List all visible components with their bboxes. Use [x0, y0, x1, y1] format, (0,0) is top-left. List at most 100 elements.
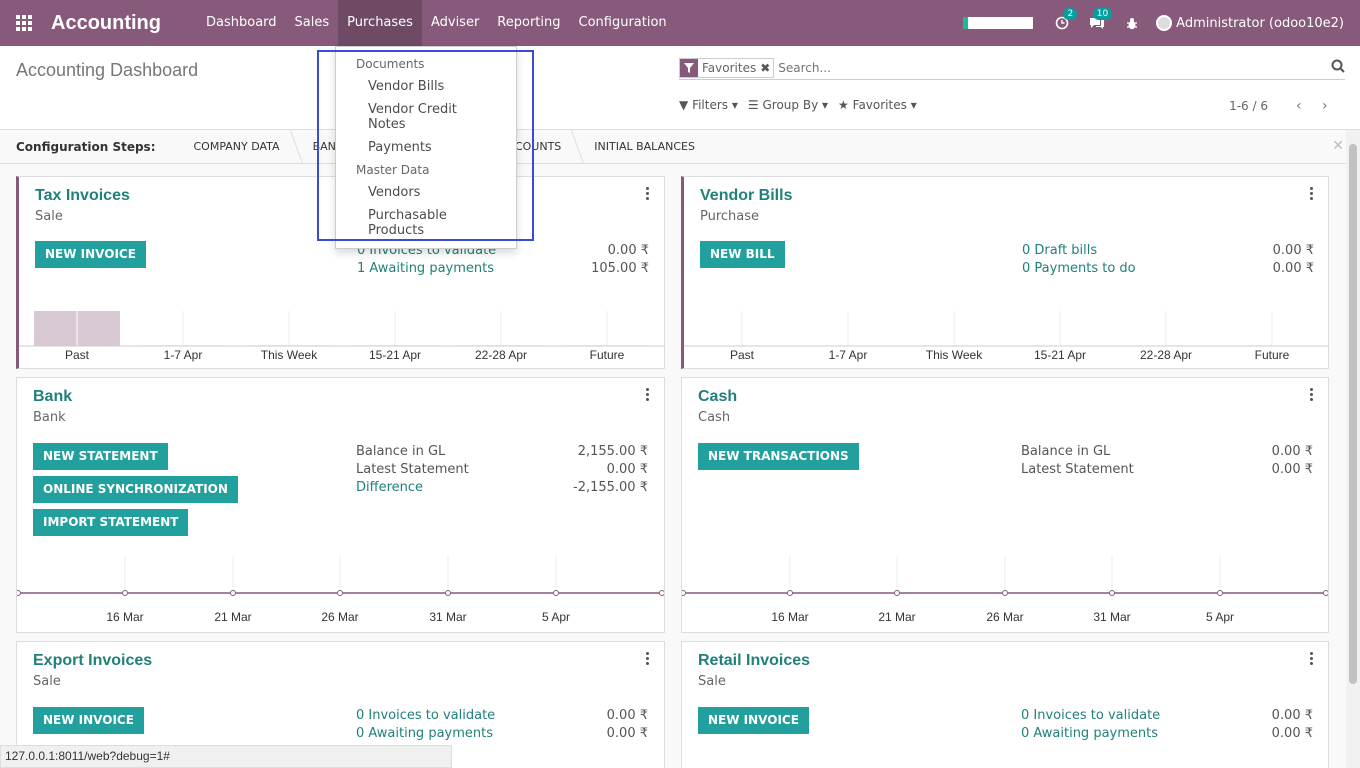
bar-label: 1-7 Apr	[829, 348, 868, 362]
menu-configuration[interactable]: Configuration	[578, 15, 667, 30]
kebab-menu-icon[interactable]	[646, 187, 650, 200]
menu-item-vendors[interactable]: Vendors	[368, 185, 421, 200]
menu-item-vendor-bills[interactable]: Vendor Bills	[368, 79, 445, 94]
scrollbar[interactable]	[1346, 130, 1360, 768]
journal-title[interactable]: Export Invoices	[33, 652, 153, 669]
group-by-dropdown[interactable]: ☰ Group By ▾	[747, 98, 829, 112]
pager-value[interactable]: 1-6 / 6	[1229, 99, 1268, 113]
new-invoice-button[interactable]: NEW INVOICE	[698, 707, 809, 734]
stat-row: 0 Invoices to validate 0.00 ₹	[1021, 708, 1313, 723]
date-label: 5 Apr	[542, 610, 570, 624]
journal-title[interactable]: Vendor Bills	[700, 187, 793, 204]
journal-title[interactable]: Tax Invoices	[35, 187, 130, 204]
stat-row: Balance in GL 0.00 ₹	[1021, 444, 1313, 459]
stat-row: 0 Payments to do 0.00 ₹	[1022, 261, 1314, 276]
menu-item-vendor-credit-notes[interactable]: Vendor Credit Notes	[368, 102, 457, 132]
kebab-menu-icon[interactable]	[646, 652, 650, 665]
stat-row: Difference -2,155.00 ₹	[356, 480, 648, 495]
bar-label: This Week	[261, 348, 318, 362]
line-chart: 16 Mar 21 Mar 26 Mar 31 Mar 5 Apr	[682, 554, 1328, 632]
stat-link[interactable]: Difference	[356, 480, 424, 495]
debug-bug-icon[interactable]	[1121, 12, 1143, 34]
bar-label: Future	[1255, 348, 1290, 362]
menu-reporting[interactable]: Reporting	[497, 15, 561, 30]
stat-value: 0.00 ₹	[1272, 243, 1314, 258]
user-menu[interactable]: Administrator (odoo10e2)	[1156, 15, 1344, 31]
list-icon: ☰	[747, 98, 759, 112]
caret-down-icon: ▾	[731, 98, 738, 112]
stat-row: Latest Statement 0.00 ₹	[356, 462, 648, 477]
bar-label: Past	[65, 348, 90, 362]
bar-chart: Past 1-7 Apr This Week 15-21 Apr 22-28 A…	[684, 310, 1329, 368]
date-label: 16 Mar	[771, 610, 808, 624]
facet-remove-icon[interactable]: ✖	[760, 60, 771, 75]
star-icon: ★	[838, 98, 849, 112]
stat-row: 0 Invoices to validate 0.00 ₹	[356, 708, 648, 723]
close-icon[interactable]: ✕	[1332, 138, 1344, 154]
apps-menu-icon[interactable]	[0, 0, 48, 46]
bar-label: This Week	[926, 348, 983, 362]
stat-link[interactable]: 0 Awaiting payments	[1021, 726, 1158, 741]
main-menu: Dashboard Sales Purchases Adviser Report…	[197, 0, 676, 46]
import-statement-button[interactable]: IMPORT STATEMENT	[33, 509, 189, 536]
online-synchronization-button[interactable]: ONLINE SYNCHRONIZATION	[33, 476, 238, 503]
date-label: 26 Mar	[321, 610, 358, 624]
messages-icon[interactable]: 10	[1086, 8, 1113, 34]
journal-card-bank: Bank Bank NEW STATEMENT ONLINE SYNCHRONI…	[16, 377, 665, 633]
stat-link[interactable]: 0 Invoices to validate	[356, 708, 496, 723]
journal-title[interactable]: Bank	[33, 388, 73, 405]
purchases-dropdown-menu: Documents Vendor Bills Vendor Credit Not…	[335, 46, 517, 249]
journal-card-cash: Cash Cash NEW TRANSACTIONS Balance in GL…	[681, 377, 1329, 633]
bar-chart: Past 1-7 Apr This Week 15-21 Apr 22-28 A…	[19, 310, 665, 368]
search-input[interactable]	[778, 60, 1279, 75]
configuration-steps-bar: Configuration Steps: COMPANY DATA BANK A…	[0, 129, 1360, 164]
chevron-right-icon[interactable]: ›	[1322, 98, 1328, 114]
bar-label: 15-21 Apr	[1034, 348, 1086, 362]
menu-item-purchasable-products[interactable]: Purchasable Products	[368, 208, 447, 238]
new-statement-button[interactable]: NEW STATEMENT	[33, 443, 168, 470]
stat-row: 0 Draft bills 0.00 ₹	[1022, 243, 1314, 258]
journal-title[interactable]: Retail Invoices	[698, 652, 811, 669]
kebab-menu-icon[interactable]	[1310, 187, 1314, 200]
stat-value: 0.00 ₹	[606, 726, 648, 741]
stat-value: 0.00 ₹	[606, 462, 648, 477]
journal-type: Sale	[698, 674, 726, 689]
menu-dashboard[interactable]: Dashboard	[206, 15, 277, 30]
new-bill-button[interactable]: NEW BILL	[700, 241, 785, 268]
step-initial-balances[interactable]: INITIAL BALANCES	[594, 139, 695, 153]
stat-row: Latest Statement 0.00 ₹	[1021, 462, 1313, 477]
kebab-menu-icon[interactable]	[1310, 652, 1314, 665]
bar-label: 22-28 Apr	[475, 348, 527, 362]
app-brand: Accounting	[51, 11, 161, 34]
scroll-thumb[interactable]	[1349, 144, 1357, 684]
caret-down-icon: ▾	[822, 98, 829, 112]
filters-dropdown[interactable]: ▼ Filters ▾	[679, 98, 738, 112]
stat-link[interactable]: 1 Awaiting payments	[357, 261, 494, 276]
favorites-dropdown[interactable]: ★ Favorites ▾	[838, 98, 917, 112]
search-box: Favorites ✖	[679, 56, 1345, 80]
stat-label: Balance in GL	[356, 444, 446, 459]
stat-link[interactable]: 0 Draft bills	[1022, 243, 1098, 258]
menu-purchases[interactable]: Purchases	[338, 0, 422, 46]
stat-link[interactable]: 0 Invoices to validate	[1021, 708, 1161, 723]
activity-icon[interactable]: 2	[1051, 8, 1078, 34]
menu-item-payments[interactable]: Payments	[368, 140, 432, 155]
filter-icon: ▼	[679, 98, 689, 112]
menu-adviser[interactable]: Adviser	[430, 15, 480, 30]
step-company-data[interactable]: COMPANY DATA	[193, 139, 280, 153]
journal-type: Purchase	[700, 209, 760, 224]
new-invoice-button[interactable]: NEW INVOICE	[33, 707, 144, 734]
kebab-menu-icon[interactable]	[646, 388, 650, 401]
kebab-menu-icon[interactable]	[1310, 388, 1314, 401]
stat-row: 0 Awaiting payments 0.00 ₹	[1021, 726, 1313, 741]
planner-progress-bar[interactable]	[963, 17, 1034, 29]
search-icon[interactable]	[1331, 59, 1345, 77]
journal-title[interactable]: Cash	[698, 388, 738, 405]
stat-link[interactable]: 0 Payments to do	[1022, 261, 1136, 276]
new-invoice-button[interactable]: NEW INVOICE	[35, 241, 146, 268]
new-transactions-button[interactable]: NEW TRANSACTIONS	[698, 443, 859, 470]
menu-sales[interactable]: Sales	[294, 15, 330, 30]
stat-link[interactable]: 0 Awaiting payments	[356, 726, 493, 741]
chevron-left-icon[interactable]: ‹	[1296, 98, 1302, 114]
journal-type: Sale	[33, 674, 61, 689]
